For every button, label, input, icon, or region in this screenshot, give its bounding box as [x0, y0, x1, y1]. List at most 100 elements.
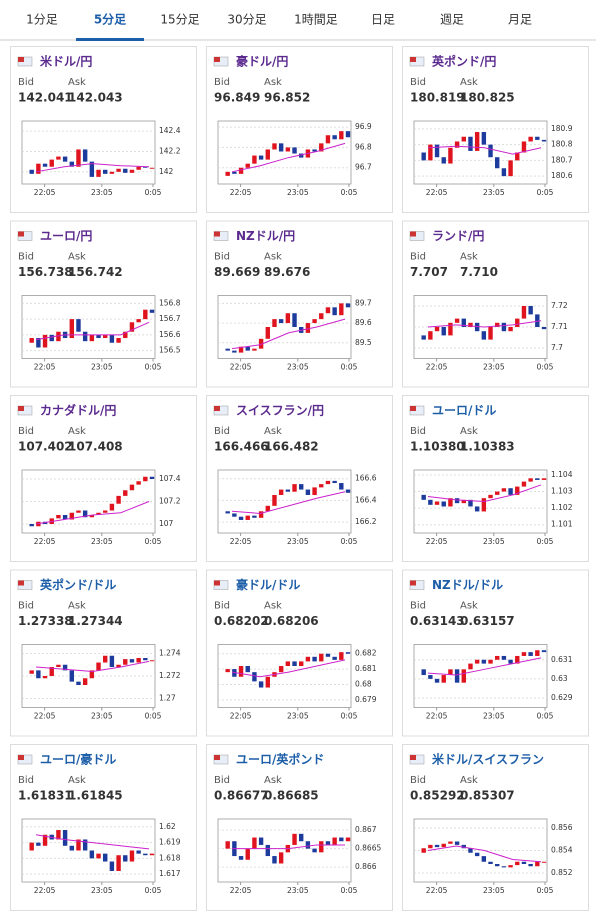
plot-frame	[21, 120, 156, 185]
x-tick-label: 23:05	[287, 886, 309, 895]
tab[interactable]: 15分足	[160, 13, 199, 27]
x-tick-label: 0:05	[145, 188, 162, 197]
ask-label: Ask	[68, 775, 86, 786]
pair-name: 米ドル/円	[40, 54, 92, 69]
candle	[501, 488, 507, 492]
candle	[299, 661, 304, 667]
candle	[339, 131, 344, 140]
rate-card[interactable]: 豪ドル/円 Bid Ask 96.849 96.852 96.9 96.8 96.7 22:05…	[206, 46, 393, 213]
ask-value: 1.61845	[68, 789, 123, 803]
candle	[515, 861, 520, 866]
candle	[62, 156, 68, 162]
tab[interactable]: 週足	[440, 13, 464, 27]
tab[interactable]: 1分足	[26, 13, 58, 27]
candle	[238, 346, 244, 353]
candle	[521, 306, 527, 319]
pair-name: ユーロ/円	[40, 229, 92, 243]
y-tick-label: 166.4	[355, 495, 377, 504]
candle	[82, 839, 88, 851]
candle	[535, 136, 540, 140]
candle	[339, 837, 344, 842]
candle	[56, 156, 61, 160]
y-tick-label: 1.103	[551, 487, 573, 496]
candle	[69, 319, 74, 339]
candle	[56, 515, 61, 519]
candle	[461, 669, 466, 683]
candle	[129, 169, 135, 173]
y-tick-label: 0.854	[551, 846, 573, 855]
candle	[541, 478, 547, 480]
y-tick-label: 96.8	[355, 142, 372, 151]
bid-label: Bid	[214, 252, 230, 263]
x-tick-label: 22:05	[34, 886, 56, 895]
candle	[488, 327, 493, 340]
rate-card[interactable]: ランド/円 Bid Ask 7.707 7.710 7.72 7.71 7.7 22:05 23:…	[402, 220, 589, 388]
x-tick-label: 22:05	[426, 363, 448, 372]
candle	[305, 656, 311, 662]
candle	[265, 676, 270, 688]
candle	[528, 306, 533, 315]
candle	[428, 499, 433, 505]
x-tick-label: 22:05	[426, 886, 448, 895]
pair-name: スイスフラン/円	[236, 404, 324, 418]
x-tick-label: 22:05	[230, 712, 252, 721]
candle	[541, 327, 547, 330]
candle	[225, 669, 230, 673]
candle	[245, 666, 250, 673]
tab[interactable]: 5分足	[94, 12, 126, 27]
candle	[62, 830, 68, 846]
x-tick-label: 0:05	[145, 363, 162, 372]
candle	[225, 171, 230, 176]
x-tick-label: 0:05	[341, 712, 358, 721]
candle	[285, 489, 291, 492]
x-tick-label: 23:05	[483, 886, 505, 895]
ask-value: 156.742	[68, 265, 123, 279]
candle	[461, 136, 466, 142]
y-tick-label: 0.631	[551, 655, 573, 664]
y-tick-label: 7.71	[551, 322, 568, 331]
candle	[345, 837, 351, 842]
ask-value: 0.63157	[460, 614, 515, 628]
x-tick-label: 23:05	[91, 188, 113, 197]
rate-card[interactable]: NZドル/円 Bid Ask 89.669 89.676 89.7 89.6 89.5 22:0…	[206, 220, 393, 388]
card-frame	[10, 46, 197, 213]
y-tick-label: 1.62	[159, 822, 176, 831]
candle	[528, 652, 533, 656]
pair-name: ユーロ/ドル	[432, 404, 496, 418]
candle	[96, 169, 101, 177]
candle	[76, 839, 81, 851]
moving-average	[427, 320, 542, 328]
candle	[325, 135, 331, 144]
candle	[339, 303, 344, 316]
candle	[82, 149, 88, 162]
candle	[421, 848, 426, 853]
y-tick-label: 180.7	[551, 155, 573, 164]
x-tick-label: 0:05	[537, 363, 554, 372]
tab-underline	[76, 38, 144, 41]
candle	[481, 132, 487, 145]
tab[interactable]: 1時間足	[294, 13, 338, 27]
candle	[448, 669, 453, 676]
tab[interactable]: 30分足	[227, 13, 266, 27]
candle	[285, 313, 291, 324]
candle	[428, 844, 433, 849]
candle	[89, 670, 95, 679]
candle	[454, 669, 460, 683]
candle	[339, 652, 344, 660]
tab[interactable]: 日足	[371, 13, 395, 27]
bid-label: Bid	[214, 77, 230, 88]
candle	[515, 152, 520, 161]
tab[interactable]: 月足	[508, 13, 532, 27]
